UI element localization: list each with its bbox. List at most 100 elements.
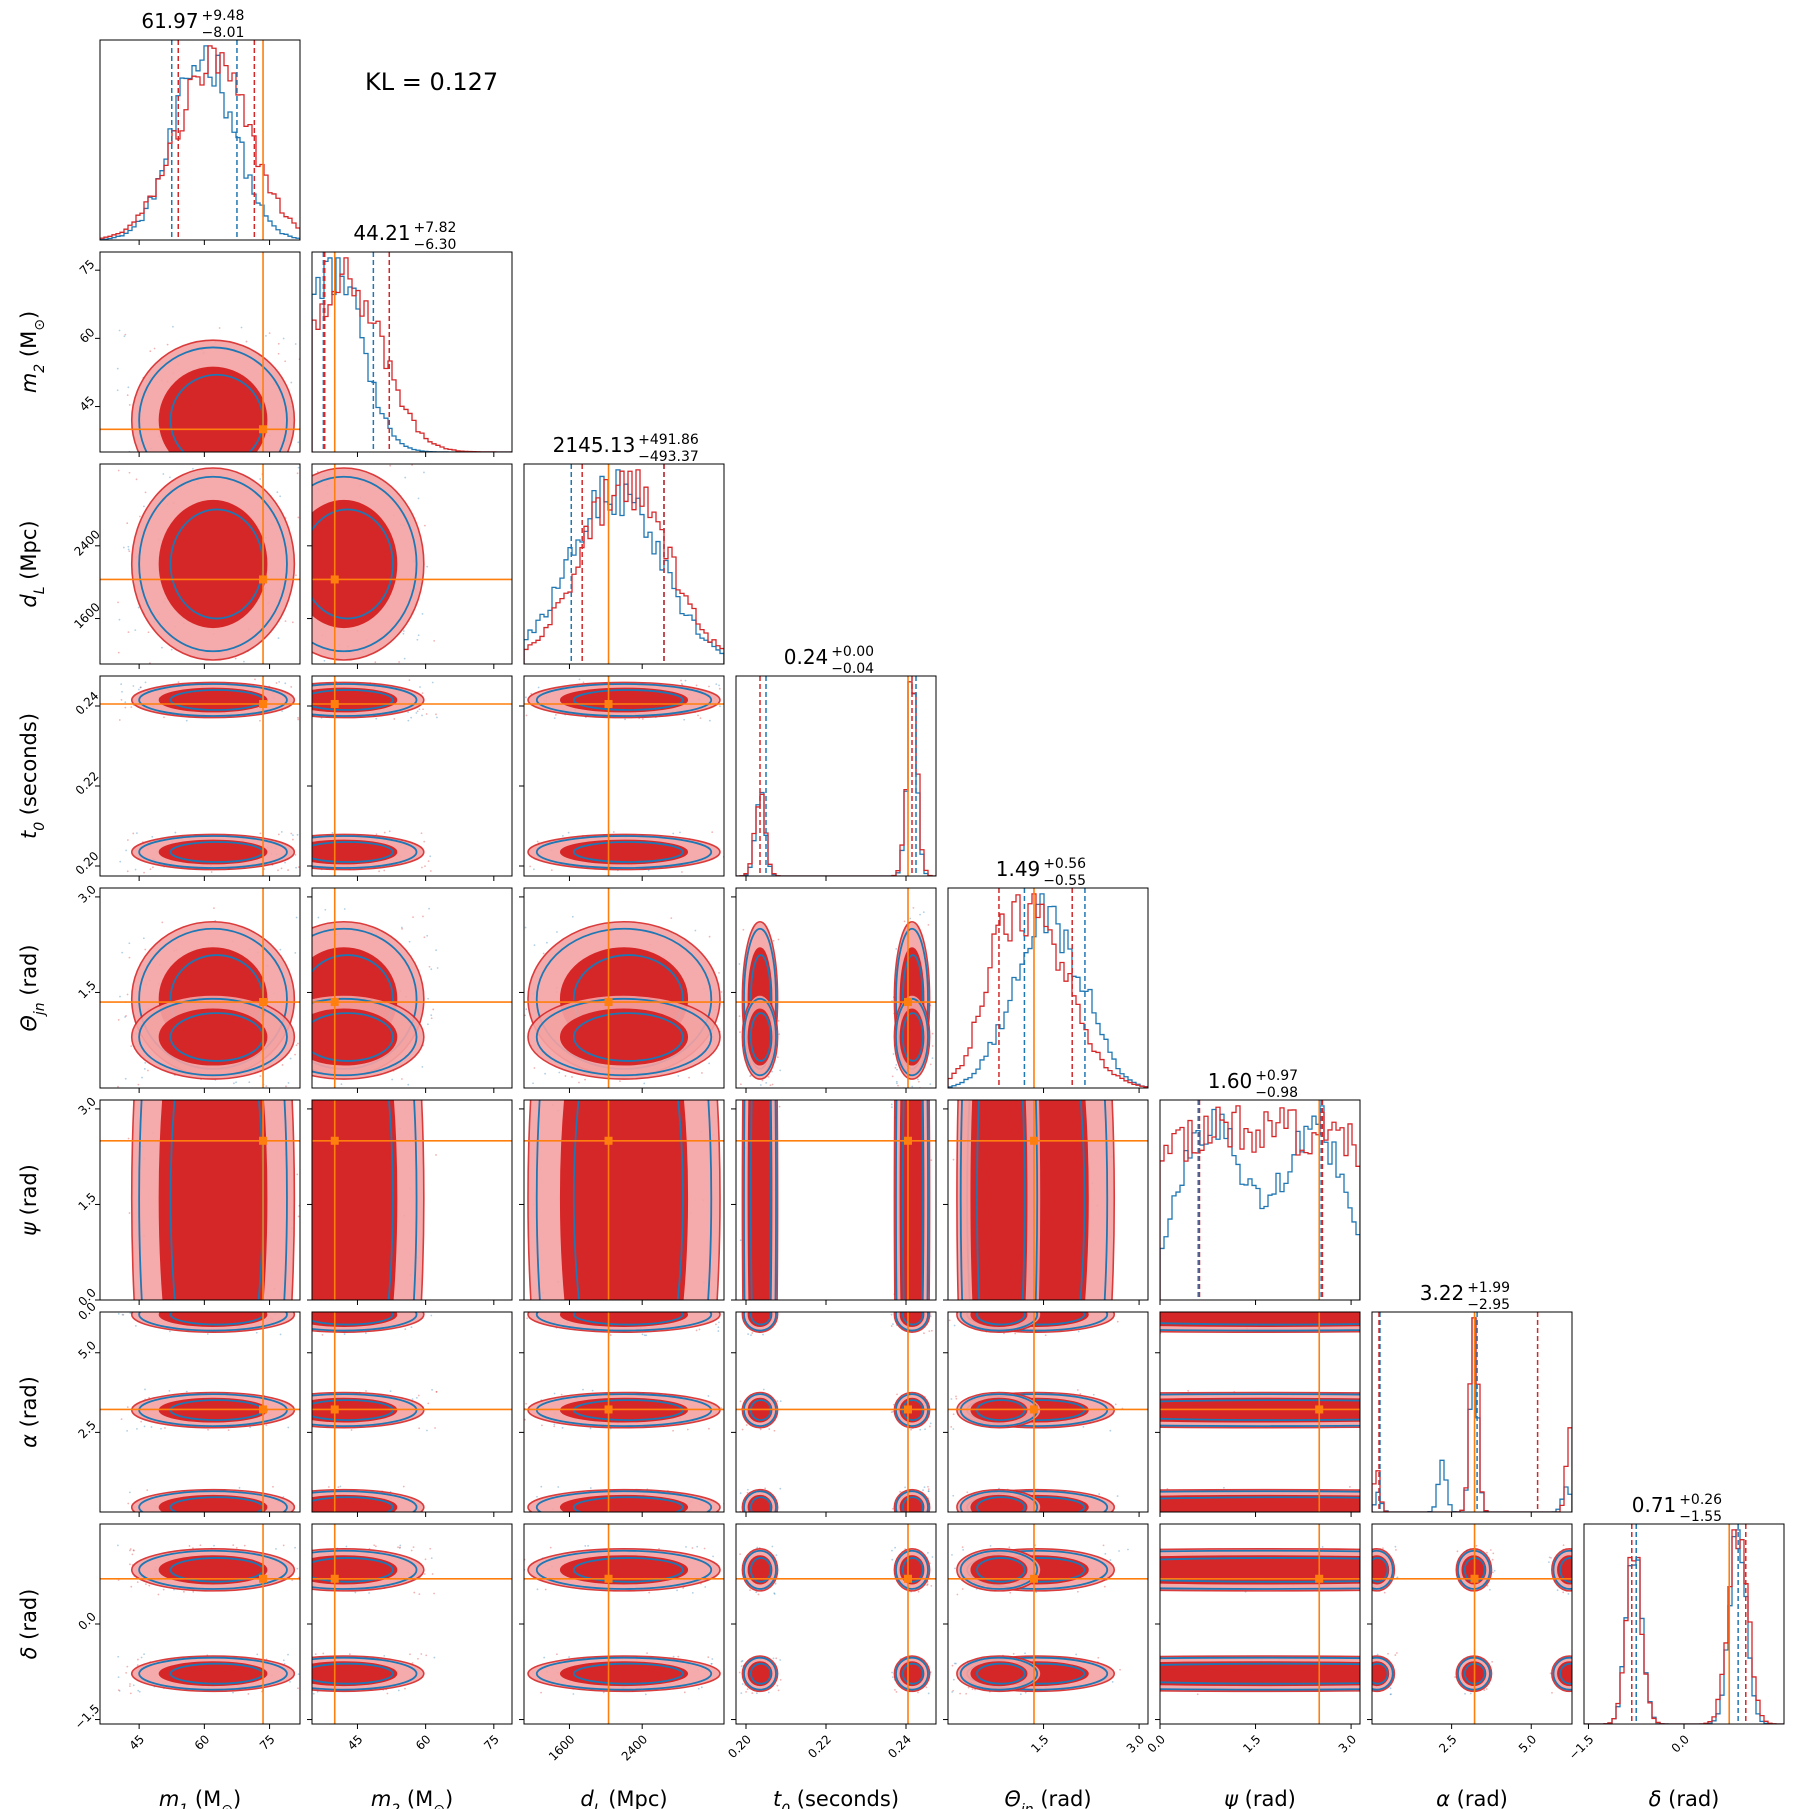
scatter-point xyxy=(310,969,312,971)
scatter-point xyxy=(969,1302,971,1304)
scatter-point xyxy=(161,674,163,676)
scatter-point xyxy=(657,1517,659,1519)
scatter-point xyxy=(544,1072,547,1075)
scatter-point xyxy=(294,667,296,669)
scatter-point xyxy=(764,1487,767,1490)
scatter-point xyxy=(896,751,898,753)
panel-frame xyxy=(99,675,301,877)
scatter-point xyxy=(297,866,300,869)
scatter-point xyxy=(643,1082,646,1085)
scatter-point xyxy=(301,604,303,606)
scatter-point xyxy=(763,1307,765,1309)
scatter-point xyxy=(701,770,703,772)
scatter-point xyxy=(297,1694,299,1696)
scatter-point xyxy=(1361,1495,1363,1497)
scatter-point xyxy=(730,703,732,705)
scatter-point xyxy=(746,1688,749,1691)
scatter-point xyxy=(1650,1406,1652,1408)
contour-a-outer-0-1 xyxy=(138,683,288,717)
scatter-point xyxy=(223,460,225,462)
scatter-point xyxy=(989,1544,992,1547)
scatter-point xyxy=(1092,1393,1095,1396)
contour-a-inner-0-0 xyxy=(387,1100,394,1300)
scatter-point xyxy=(773,1439,775,1441)
scatter-point xyxy=(427,997,430,1000)
scatter-point xyxy=(240,460,242,462)
scatter-point xyxy=(913,872,915,874)
scatter-point xyxy=(297,441,300,444)
scatter-point xyxy=(773,1429,776,1432)
scatter-point xyxy=(292,512,294,514)
title-plus-t0: +0.00 xyxy=(831,644,874,660)
scatter-point xyxy=(704,1300,706,1302)
scatter-point xyxy=(287,1484,289,1486)
scatter-point xyxy=(391,1078,394,1081)
scatter-point xyxy=(893,1693,895,1695)
scatter-point xyxy=(280,831,283,833)
scatter-point xyxy=(776,1513,778,1515)
scatter-point xyxy=(259,478,262,480)
scatter-point xyxy=(996,1075,998,1077)
scatter-point xyxy=(1589,1659,1591,1661)
scatter-point xyxy=(672,1429,674,1432)
scatter-point xyxy=(302,1681,304,1683)
scatter-point xyxy=(683,1691,686,1694)
contour-a-outer-1-1 xyxy=(895,1312,929,1332)
scatter-point xyxy=(890,1629,892,1631)
scatter-point xyxy=(417,634,420,637)
scatter-point xyxy=(252,923,254,925)
scatter-point xyxy=(289,1684,291,1686)
contour-inner-0-1 xyxy=(158,1008,268,1066)
contour-inner-1-1 xyxy=(899,1312,925,1327)
scatter-point xyxy=(893,1550,895,1552)
scatter-point xyxy=(170,648,173,651)
scatter-point xyxy=(774,1304,776,1306)
scatter-point xyxy=(299,1307,301,1309)
scatter-point xyxy=(992,1518,994,1520)
scatter-point xyxy=(254,1485,256,1487)
scatter-point xyxy=(1366,1674,1368,1676)
contour-a-outer-0-1 xyxy=(535,1549,713,1590)
scatter-point xyxy=(121,690,123,693)
scatter-point xyxy=(243,660,245,663)
scatter-point xyxy=(267,1390,269,1392)
x-tick-label-t0: 0.22 xyxy=(805,1732,834,1761)
scatter-point xyxy=(680,679,682,682)
scatter-point xyxy=(314,1653,317,1656)
scatter-point xyxy=(541,1427,543,1429)
panel-frame xyxy=(99,463,301,665)
scatter-point xyxy=(1364,1664,1366,1666)
scatter-point xyxy=(1550,1557,1552,1559)
scatter-point xyxy=(240,767,242,769)
scatter-point xyxy=(364,1332,367,1335)
scatter-point xyxy=(1223,1486,1225,1489)
scatter-point xyxy=(769,1527,771,1529)
scatter-point xyxy=(428,1308,430,1310)
scatter-point xyxy=(157,750,159,752)
y-axis-label-delta: δ (rad) xyxy=(17,1589,41,1660)
contour-inner-0-1 xyxy=(559,1312,689,1327)
scatter-point xyxy=(124,333,127,336)
scatter-point xyxy=(955,1662,957,1665)
scatter-point xyxy=(290,650,292,652)
scatter-point xyxy=(932,1666,934,1668)
scatter-point xyxy=(672,832,675,835)
scatter-point xyxy=(709,891,711,893)
scatter-point xyxy=(710,1662,713,1665)
panel-frame xyxy=(311,251,513,453)
contour-inner-0-2 xyxy=(747,1494,773,1512)
scatter-point xyxy=(1609,1521,1611,1523)
x-tick-label-t0: 0.20 xyxy=(725,1732,754,1761)
scatter-point xyxy=(707,1395,710,1397)
contour-inner-0-1 xyxy=(559,687,689,713)
contour-a-inner-0-1 xyxy=(312,689,394,711)
scatter-point xyxy=(1493,1569,1496,1572)
scatter-point xyxy=(686,1514,688,1516)
scatter-point xyxy=(514,1558,516,1560)
panel-frame xyxy=(99,1099,301,1301)
scatter-point xyxy=(739,1239,742,1242)
x-tick-label-dL: 2400 xyxy=(619,1732,650,1763)
contour-a-outer-0-0 xyxy=(1160,1656,1360,1691)
scatter-point xyxy=(276,867,278,869)
scatter-point xyxy=(917,1078,919,1081)
